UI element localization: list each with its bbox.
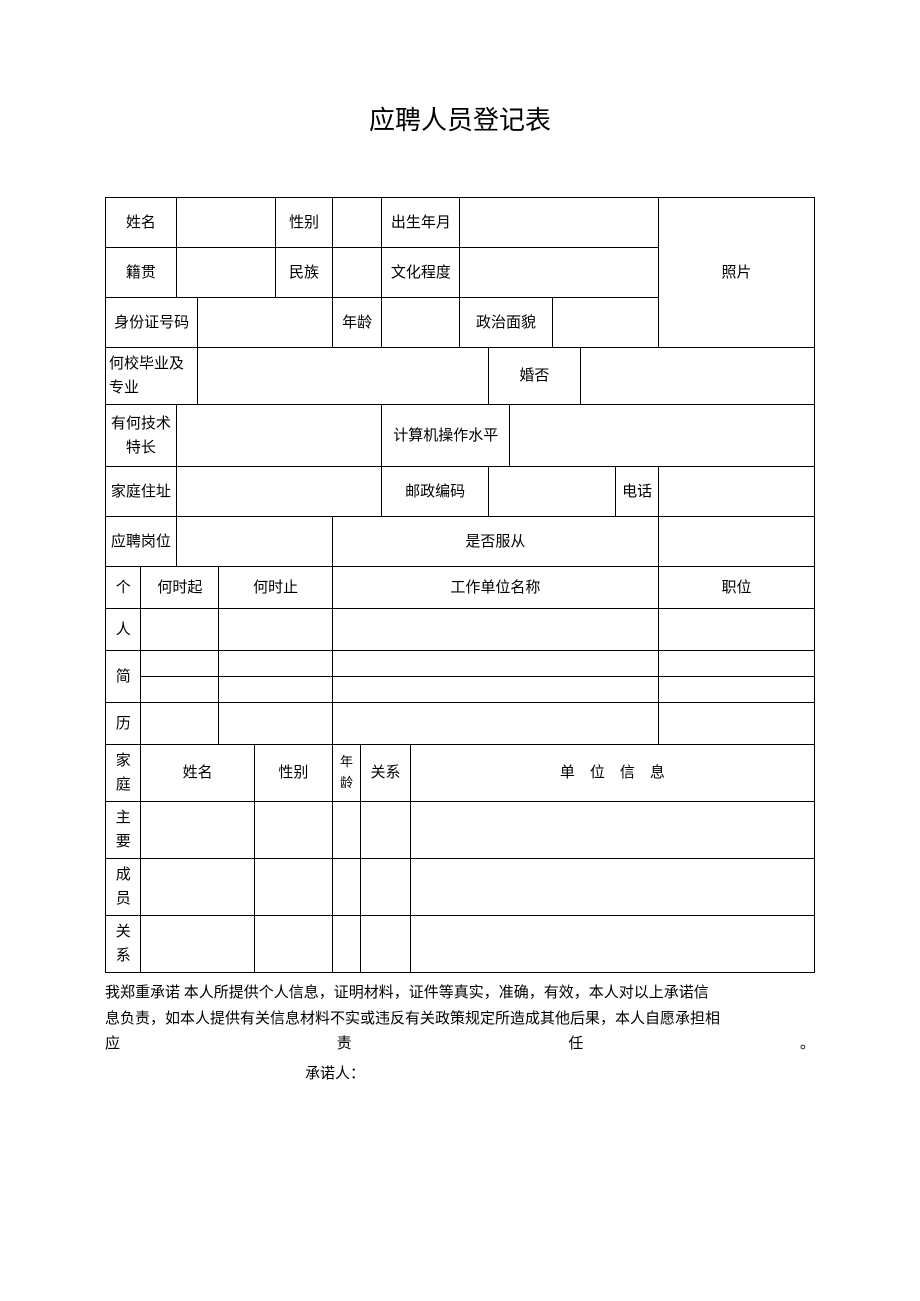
- field-origin[interactable]: [176, 248, 275, 298]
- res-unit-3[interactable]: [332, 677, 658, 703]
- form-title: 应聘人员登记表: [105, 100, 815, 137]
- res-end-1[interactable]: [219, 609, 332, 651]
- field-education[interactable]: [460, 248, 658, 298]
- registration-table: 姓名 性别 出生年月 照片 籍贯 民族 文化程度 身份证号码 年龄 政治面貌 何…: [105, 197, 815, 973]
- res-start-3[interactable]: [141, 677, 219, 703]
- field-obey[interactable]: [658, 517, 814, 567]
- field-school[interactable]: [198, 348, 489, 405]
- label-id: 身份证号码: [106, 298, 198, 348]
- declaration-text: 我郑重承诺 本人所提供个人信息，证明材料，证件等真实，准确，有效，本人对以上承诺…: [105, 981, 815, 1058]
- res-unit-1[interactable]: [332, 609, 658, 651]
- label-origin: 籍贯: [106, 248, 177, 298]
- label-famunit: 单 位 信 息: [410, 745, 814, 802]
- res-end-4[interactable]: [219, 703, 332, 745]
- field-age[interactable]: [382, 298, 460, 348]
- label-resume-2: 人: [106, 609, 141, 651]
- label-postcode: 邮政编码: [382, 467, 488, 517]
- label-obey: 是否服从: [332, 517, 658, 567]
- label-resume-3: 简: [106, 651, 141, 703]
- label-famage: 年龄: [332, 745, 360, 802]
- res-end-3[interactable]: [219, 677, 332, 703]
- fam-gender-2[interactable]: [254, 859, 332, 916]
- label-famrelation: 关系: [361, 745, 411, 802]
- res-start-2[interactable]: [141, 651, 219, 677]
- field-name[interactable]: [176, 198, 275, 248]
- res-unit-4[interactable]: [332, 703, 658, 745]
- label-age: 年龄: [332, 298, 382, 348]
- decl-line-2: 息负责，如本人提供有关信息材料不实或违反有关政策规定所造成其他后果，本人自愿承担…: [105, 1011, 720, 1027]
- label-family-4: 关系: [106, 916, 141, 973]
- label-jobtitle: 职位: [658, 567, 814, 609]
- label-family-3: 成员: [106, 859, 141, 916]
- decl-3b: 责: [337, 1036, 458, 1052]
- fam-name-1[interactable]: [141, 802, 254, 859]
- res-job-4[interactable]: [658, 703, 814, 745]
- label-education: 文化程度: [382, 248, 460, 298]
- res-end-2[interactable]: [219, 651, 332, 677]
- label-political: 政治面貌: [460, 298, 552, 348]
- fam-unit-3[interactable]: [410, 916, 814, 973]
- fam-age-3[interactable]: [332, 916, 360, 973]
- fam-rel-2[interactable]: [361, 859, 411, 916]
- field-postcode[interactable]: [488, 467, 616, 517]
- res-job-1[interactable]: [658, 609, 814, 651]
- fam-rel-1[interactable]: [361, 802, 411, 859]
- field-political[interactable]: [552, 298, 658, 348]
- label-ethnicity: 民族: [276, 248, 333, 298]
- fam-age-2[interactable]: [332, 859, 360, 916]
- field-id[interactable]: [198, 298, 333, 348]
- field-address[interactable]: [176, 467, 382, 517]
- fam-age-1[interactable]: [332, 802, 360, 859]
- field-married[interactable]: [580, 348, 814, 405]
- fam-unit-2[interactable]: [410, 859, 814, 916]
- field-ethnicity[interactable]: [332, 248, 382, 298]
- fam-gender-3[interactable]: [254, 916, 332, 973]
- label-photo: 照片: [658, 198, 814, 348]
- label-resume-1: 个: [106, 567, 141, 609]
- field-position[interactable]: [176, 517, 332, 567]
- res-unit-2[interactable]: [332, 651, 658, 677]
- label-computer: 计算机操作水平: [382, 405, 510, 467]
- res-start-1[interactable]: [141, 609, 219, 651]
- fam-name-2[interactable]: [141, 859, 254, 916]
- decl-3d: 。: [800, 1036, 815, 1052]
- label-end: 何时止: [219, 567, 332, 609]
- fam-rel-3[interactable]: [361, 916, 411, 973]
- decl-3c: 任: [568, 1036, 689, 1052]
- label-skills: 有何技术特长: [106, 405, 177, 467]
- label-address: 家庭住址: [106, 467, 177, 517]
- field-gender[interactable]: [332, 198, 382, 248]
- label-family-2: 主要: [106, 802, 141, 859]
- signature-label: 承诺人：: [105, 1062, 815, 1083]
- label-phone: 电话: [616, 467, 659, 517]
- label-gender: 性别: [276, 198, 333, 248]
- fam-gender-1[interactable]: [254, 802, 332, 859]
- label-school: 何校毕业及专业: [106, 348, 198, 405]
- decl-line-1: 我郑重承诺 本人所提供个人信息，证明材料，证件等真实，准确，有效，本人对以上承诺…: [105, 985, 709, 1001]
- label-famname: 姓名: [141, 745, 254, 802]
- field-skills[interactable]: [176, 405, 382, 467]
- res-job-3[interactable]: [658, 677, 814, 703]
- fam-unit-1[interactable]: [410, 802, 814, 859]
- field-phone[interactable]: [658, 467, 814, 517]
- res-start-4[interactable]: [141, 703, 219, 745]
- label-name: 姓名: [106, 198, 177, 248]
- field-computer[interactable]: [510, 405, 815, 467]
- label-married: 婚否: [488, 348, 580, 405]
- fam-name-3[interactable]: [141, 916, 254, 973]
- label-workunit: 工作单位名称: [332, 567, 658, 609]
- label-position: 应聘岗位: [106, 517, 177, 567]
- res-job-2[interactable]: [658, 651, 814, 677]
- label-resume-4: 历: [106, 703, 141, 745]
- field-birth[interactable]: [460, 198, 658, 248]
- label-family-1: 家庭: [106, 745, 141, 802]
- decl-3a: 应: [105, 1036, 226, 1052]
- label-famgender: 性别: [254, 745, 332, 802]
- label-start: 何时起: [141, 567, 219, 609]
- label-birth: 出生年月: [382, 198, 460, 248]
